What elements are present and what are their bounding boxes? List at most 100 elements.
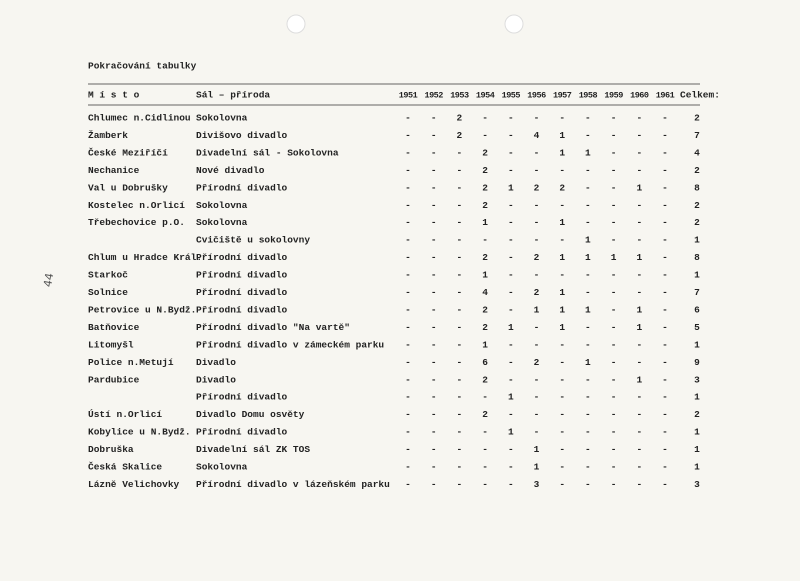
title: Pokračování tabulky (88, 61, 197, 72)
cell: - (611, 304, 617, 315)
place: Kostelec n.Orlicí (88, 200, 185, 211)
venue: Sokolovna (196, 217, 248, 228)
venue: Přírodní divadlo (196, 182, 288, 193)
total: 5 (694, 322, 700, 333)
total: 1 (694, 235, 700, 246)
cell: - (662, 409, 668, 420)
cell: - (457, 357, 463, 368)
place: Třebechovice p.O. (88, 217, 185, 228)
cell: - (611, 182, 617, 193)
cell: - (662, 130, 668, 141)
cell: - (585, 182, 591, 193)
cell: 1 (636, 374, 642, 385)
cell: - (636, 147, 642, 158)
cell: - (611, 392, 617, 403)
cell: - (611, 270, 617, 281)
cell: - (508, 287, 514, 298)
cell: - (508, 252, 514, 263)
cell: - (662, 182, 668, 193)
column-header: Celkem: (680, 90, 720, 101)
venue: Cvičiště u sokolovny (196, 235, 310, 246)
cell: - (585, 113, 591, 124)
cell: - (636, 357, 642, 368)
cell: - (662, 427, 668, 438)
cell: 4 (482, 287, 488, 298)
cell: - (611, 287, 617, 298)
cell: - (405, 252, 411, 263)
cell: - (662, 200, 668, 211)
venue: Divišovo divadlo (196, 130, 288, 141)
cell: - (636, 165, 642, 176)
cell: - (405, 409, 411, 420)
total: 2 (694, 165, 700, 176)
cell: 1 (636, 182, 642, 193)
total: 7 (694, 130, 700, 141)
place: Dobruška (88, 444, 134, 455)
cell: 2 (482, 304, 488, 315)
cell: 2 (482, 165, 488, 176)
place: Pardubice (88, 374, 140, 385)
cell: - (431, 427, 437, 438)
venue: Přírodní divadlo v zámeckém parku (196, 339, 384, 350)
cell: 2 (482, 322, 488, 333)
cell: - (611, 147, 617, 158)
cell: - (405, 304, 411, 315)
cell: - (585, 287, 591, 298)
cell: - (585, 427, 591, 438)
total: 1 (694, 392, 700, 403)
cell: - (457, 200, 463, 211)
cell: - (431, 304, 437, 315)
cell: - (636, 409, 642, 420)
venue: Sokolovna (196, 200, 248, 211)
cell: - (457, 252, 463, 263)
cell: - (636, 200, 642, 211)
cell: - (431, 270, 437, 281)
cell: - (636, 270, 642, 281)
place: Litomyšl (88, 339, 134, 350)
cell: - (457, 287, 463, 298)
cell: 1 (636, 304, 642, 315)
total: 1 (694, 339, 700, 350)
cell: - (405, 374, 411, 385)
cell: - (405, 462, 411, 473)
total: 1 (694, 444, 700, 455)
cell: - (585, 339, 591, 350)
cell: - (431, 339, 437, 350)
cell: - (611, 200, 617, 211)
cell: - (662, 235, 668, 246)
cell: 1 (534, 462, 540, 473)
place: Chlumec n.Cidlinou (88, 113, 191, 124)
cell: - (405, 200, 411, 211)
cell: 2 (534, 252, 540, 263)
cell: - (457, 339, 463, 350)
cell: 2 (482, 252, 488, 263)
cell: - (405, 444, 411, 455)
cell: 1 (559, 304, 565, 315)
cell: - (559, 392, 565, 403)
cell: - (636, 462, 642, 473)
total: 8 (694, 252, 700, 263)
total: 2 (694, 113, 700, 124)
cell: 1 (559, 147, 565, 158)
cell: 1 (482, 217, 488, 228)
cell: 2 (534, 357, 540, 368)
cell: - (559, 374, 565, 385)
cell: - (482, 235, 488, 246)
cell: 3 (534, 479, 540, 490)
cell: 1 (482, 339, 488, 350)
cell: - (611, 235, 617, 246)
cell: - (457, 165, 463, 176)
cell: - (431, 113, 437, 124)
cell: - (405, 427, 411, 438)
year-header: 1956 (527, 90, 546, 100)
cell: - (431, 200, 437, 211)
cell: - (508, 165, 514, 176)
cell: - (431, 444, 437, 455)
total: 1 (694, 427, 700, 438)
cell: 4 (534, 130, 540, 141)
cell: - (508, 270, 514, 281)
cell: - (508, 339, 514, 350)
cell: - (611, 357, 617, 368)
venue: Přírodní divadlo (196, 252, 288, 263)
